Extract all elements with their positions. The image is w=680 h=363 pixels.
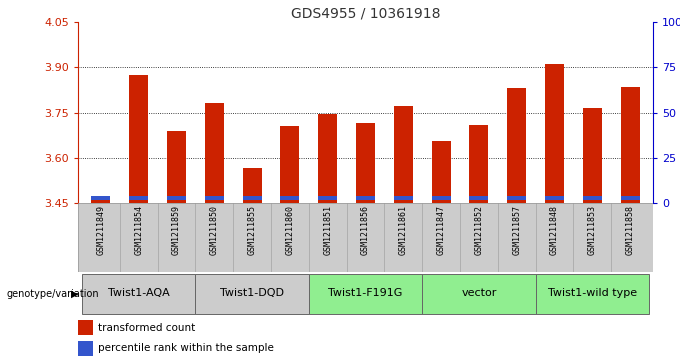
Text: GSM1211857: GSM1211857 <box>512 205 521 255</box>
Bar <box>129 75 148 203</box>
Bar <box>545 64 564 203</box>
Text: GSM1211861: GSM1211861 <box>398 205 408 255</box>
Text: GSM1211852: GSM1211852 <box>475 205 483 255</box>
Text: GSM1211856: GSM1211856 <box>361 205 370 255</box>
Bar <box>394 106 413 203</box>
Text: GSM1211859: GSM1211859 <box>172 205 181 255</box>
Text: GSM1211849: GSM1211849 <box>97 205 105 255</box>
Bar <box>205 196 224 200</box>
Bar <box>536 274 649 314</box>
Text: transformed count: transformed count <box>99 323 196 333</box>
Bar <box>78 320 92 335</box>
Text: GSM1211851: GSM1211851 <box>323 205 333 255</box>
Text: Twist1-DQD: Twist1-DQD <box>220 288 284 298</box>
Bar <box>621 196 640 200</box>
Bar <box>583 108 602 203</box>
Bar <box>469 196 488 200</box>
Bar <box>507 88 526 203</box>
Bar <box>243 168 262 203</box>
Text: GSM1211860: GSM1211860 <box>286 205 294 255</box>
Bar <box>129 196 148 200</box>
Bar <box>432 196 451 200</box>
Bar <box>318 196 337 200</box>
Bar <box>280 196 299 200</box>
Bar <box>621 87 640 203</box>
Text: GSM1211847: GSM1211847 <box>437 205 445 255</box>
Bar <box>583 196 602 200</box>
Bar <box>356 123 375 203</box>
Text: GSM1211850: GSM1211850 <box>210 205 219 255</box>
Bar <box>205 103 224 203</box>
Bar <box>82 274 195 314</box>
Bar <box>91 196 110 200</box>
Bar <box>195 274 309 314</box>
Text: ▶: ▶ <box>71 289 79 299</box>
Bar <box>309 274 422 314</box>
Title: GDS4955 / 10361918: GDS4955 / 10361918 <box>291 7 440 21</box>
Bar <box>243 196 262 200</box>
Bar <box>469 125 488 203</box>
Bar <box>280 126 299 203</box>
Text: vector: vector <box>461 288 496 298</box>
Text: GSM1211848: GSM1211848 <box>550 205 559 255</box>
Bar <box>167 196 186 200</box>
Text: Twist1-AQA: Twist1-AQA <box>108 288 169 298</box>
Text: Twist1-F191G: Twist1-F191G <box>328 288 403 298</box>
Bar <box>167 131 186 203</box>
Text: GSM1211854: GSM1211854 <box>134 205 143 255</box>
Bar <box>78 340 92 356</box>
Text: GSM1211855: GSM1211855 <box>248 205 256 255</box>
Text: GSM1211858: GSM1211858 <box>626 205 634 255</box>
Text: genotype/variation: genotype/variation <box>7 289 99 299</box>
Bar <box>432 141 451 203</box>
Bar <box>394 196 413 200</box>
Text: Twist1-wild type: Twist1-wild type <box>548 288 637 298</box>
Bar <box>356 196 375 200</box>
Bar <box>507 196 526 200</box>
Text: GSM1211853: GSM1211853 <box>588 205 597 255</box>
Bar <box>422 274 536 314</box>
Text: percentile rank within the sample: percentile rank within the sample <box>99 343 274 354</box>
Bar <box>545 196 564 200</box>
Bar <box>318 114 337 203</box>
Bar <box>91 196 110 203</box>
